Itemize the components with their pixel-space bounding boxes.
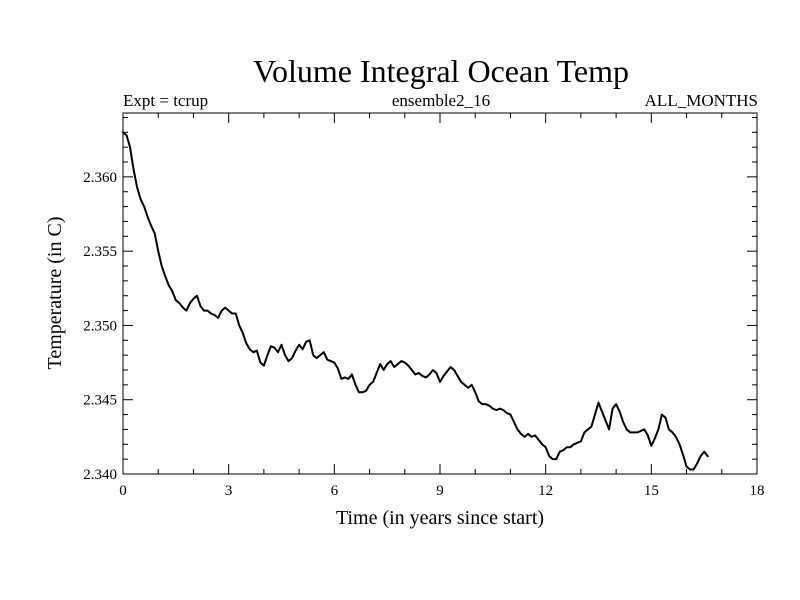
x-tick-label: 0 <box>119 483 127 499</box>
x-axis-ticks <box>122 113 758 474</box>
y-axis-label: Temperature (in C) <box>44 217 66 370</box>
experiment-label: Expt = tcrup <box>123 91 208 110</box>
x-tick-label: 15 <box>644 483 659 499</box>
y-tick-label: 2.345 <box>83 393 117 409</box>
x-tick-label: 18 <box>750 483 765 499</box>
y-axis-tick-labels: 2.340 2.345 2.350 2.355 2.360 <box>83 170 117 483</box>
y-tick-label: 2.350 <box>83 318 117 334</box>
x-tick-label: 12 <box>538 483 553 499</box>
x-tick-label: 9 <box>436 483 444 499</box>
ensemble-label: ensemble2_16 <box>392 91 490 110</box>
x-axis-tick-labels: 0 3 6 9 12 15 18 <box>119 483 764 499</box>
x-axis-label: Time (in years since start) <box>336 507 544 529</box>
y-tick-label: 2.340 <box>83 467 117 483</box>
chart-title: Volume Integral Ocean Temp <box>253 53 629 89</box>
y-axis-ticks <box>123 116 757 475</box>
plot-frame <box>122 112 758 475</box>
months-label: ALL_MONTHS <box>645 91 758 110</box>
y-tick-label: 2.355 <box>83 244 117 260</box>
y-tick-label: 2.360 <box>83 170 117 186</box>
x-tick-label: 3 <box>225 483 233 499</box>
x-tick-label: 6 <box>331 483 339 499</box>
temperature-line <box>122 131 709 471</box>
